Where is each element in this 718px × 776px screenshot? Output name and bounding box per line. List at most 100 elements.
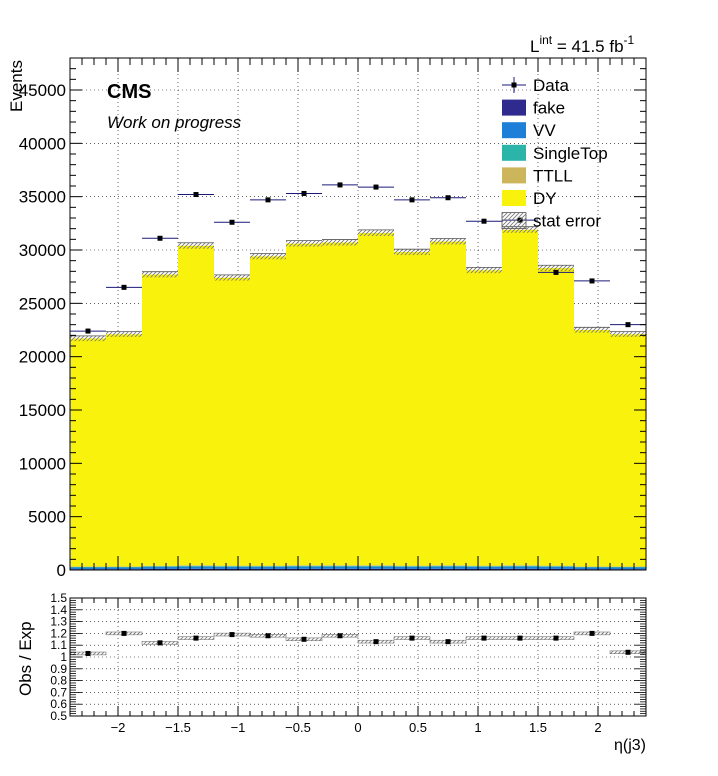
y-tick-label: 30000: [19, 241, 66, 260]
data-points: [70, 182, 646, 334]
data-point: [121, 284, 127, 290]
bar-VV: [394, 566, 430, 569]
lumi-label: Lint = 41.5 fb-1: [530, 33, 635, 56]
data-point: [481, 218, 487, 224]
bar-TTLL: [322, 565, 358, 566]
ratio-y-tick-label: 1.4: [50, 603, 67, 617]
cms-label: CMS: [107, 81, 151, 103]
ratio-point: [373, 639, 379, 645]
bar-DY: [610, 334, 646, 567]
bar-SingleTop: [466, 566, 502, 567]
bar-SingleTop: [286, 565, 322, 567]
bar-DY: [178, 245, 214, 566]
work-in-progress-label: Work on progress: [107, 113, 242, 132]
ratio-point: [625, 649, 631, 655]
data-point: [445, 195, 451, 201]
bar-SingleTop: [502, 565, 538, 567]
ratio-y-tick-label: 1.5: [50, 591, 67, 605]
bar-SingleTop: [574, 566, 610, 568]
bar-TTLL: [250, 565, 286, 567]
bar-DY: [106, 334, 142, 567]
stat-error-box: [214, 274, 250, 281]
legend-marker-VV: [502, 122, 526, 139]
main-y-axis: 0 5000 10000 15000 20000 25000 30000 35000 40000…: [19, 57, 646, 580]
ratio-point: [481, 635, 487, 641]
legend-label: DY: [533, 189, 557, 208]
ratio-point: [337, 633, 343, 639]
data-point: [337, 182, 343, 188]
bar-fake: [430, 568, 466, 570]
bar-SingleTop: [178, 565, 214, 567]
ratio-y-tick-label: 1.1: [50, 638, 67, 652]
bar-fake: [466, 568, 502, 570]
bar-TTLL: [466, 565, 502, 567]
bar-SingleTop: [106, 566, 142, 568]
ratio-point: [517, 635, 523, 641]
legend-marker-stat-error: [501, 212, 527, 230]
legend-marker-SingleTop: [502, 144, 526, 161]
stat-error-box: [322, 239, 358, 246]
data-point: [553, 269, 559, 275]
bar-VV: [574, 567, 610, 570]
y-tick-label: 10000: [19, 454, 66, 473]
y-axis-label: Events: [7, 60, 26, 112]
legend-marker-data: [511, 82, 517, 88]
x-tick-label: −1: [231, 720, 246, 735]
bar-TTLL: [178, 565, 214, 566]
x-tick-label: 0: [354, 720, 361, 735]
data-point: [229, 219, 235, 225]
bar-VV: [286, 566, 322, 569]
bar-SingleTop: [214, 566, 250, 567]
y-tick-label: 5000: [28, 508, 66, 527]
bar-SingleTop: [142, 566, 178, 568]
bar-fake: [286, 568, 322, 570]
bar-SingleTop: [322, 565, 358, 567]
ratio-point: [553, 635, 559, 641]
data-point: [157, 235, 163, 241]
stat-error-box: [70, 335, 106, 342]
ratio-y-tick-label: 0.6: [50, 697, 67, 711]
ratio-y-tick-label: 1: [60, 650, 67, 664]
bar-SingleTop: [394, 566, 430, 567]
bar-VV: [466, 566, 502, 569]
y-tick-label: 0: [57, 561, 66, 580]
bar-VV: [538, 566, 574, 569]
x-tick-label: 1.5: [529, 720, 547, 735]
y-tick-label: 40000: [19, 134, 66, 153]
stat-error-box: [358, 229, 394, 236]
bar-VV: [106, 567, 142, 570]
stat-error-box: [106, 331, 142, 337]
bar-VV: [214, 566, 250, 569]
bar-DY: [214, 277, 250, 566]
bar-fake: [142, 568, 178, 570]
ratio-point: [229, 632, 235, 638]
bar-DY: [358, 232, 394, 566]
bar-DY: [286, 243, 322, 566]
bar-SingleTop: [610, 566, 646, 568]
y-tick-label: 25000: [19, 294, 66, 313]
ratio-point: [409, 635, 415, 641]
bar-DY: [538, 268, 574, 566]
main-x-axis: [69, 58, 647, 570]
bar-VV: [142, 567, 178, 569]
bar-SingleTop: [70, 566, 106, 568]
bar-TTLL: [214, 565, 250, 567]
data-point: [301, 190, 307, 196]
stat-error-box: [250, 253, 286, 260]
bar-VV: [322, 566, 358, 569]
stat-error-band: [70, 226, 646, 342]
bar-fake: [250, 568, 286, 570]
legend-marker-TTLL: [502, 167, 526, 184]
bar-TTLL: [286, 565, 322, 566]
legend-label: stat error: [533, 212, 601, 231]
bar-VV: [430, 566, 466, 569]
bar-VV: [250, 566, 286, 569]
lumi-value: = 41.5 fb: [552, 37, 623, 56]
bar-TTLL: [142, 565, 178, 567]
bar-DY: [250, 256, 286, 566]
bar-DY: [322, 242, 358, 566]
ratio-y-tick-label: 0.9: [50, 662, 67, 676]
bar-fake: [178, 568, 214, 570]
x-tick-label: −1.5: [165, 720, 191, 735]
